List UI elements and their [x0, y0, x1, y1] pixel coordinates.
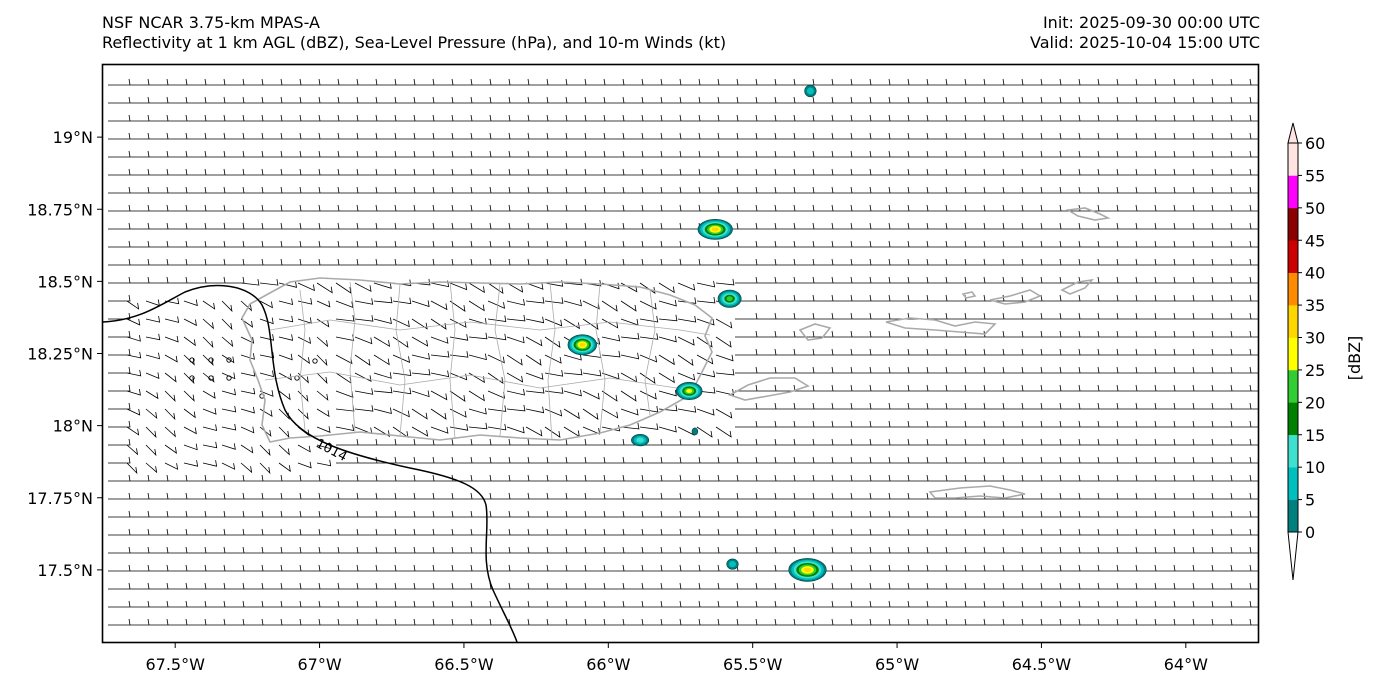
echo-contour [579, 342, 586, 347]
echo-contour [636, 437, 644, 443]
virgin-islands-outline [885, 317, 997, 335]
echo-contour [806, 87, 814, 95]
colorbar-segment [1288, 272, 1298, 306]
wind-barb-field [108, 78, 1258, 626]
colorbar-tick-label: 0 [1305, 523, 1315, 542]
coastlines [241, 207, 1111, 499]
colorbar-segment [1288, 369, 1298, 403]
lon-tick-label: 65°W [875, 655, 919, 674]
model-title: NSF NCAR 3.75-km MPAS-A [102, 13, 320, 32]
echo-contour [726, 296, 733, 302]
lat-tick-label: 18°N [53, 417, 93, 436]
colorbar-segment [1288, 175, 1298, 209]
echo-contour [686, 389, 693, 393]
colorbar-tick-label: 10 [1305, 458, 1325, 477]
lat-tick-label: 17.75°N [27, 489, 93, 508]
fields-title: Reflectivity at 1 km AGL (dBZ), Sea-Leve… [102, 33, 727, 52]
colorbar-extend-max [1287, 122, 1299, 144]
calm-wind-marker [189, 357, 195, 363]
colorbar-segment [1288, 467, 1298, 500]
wind-barbs [108, 78, 1258, 626]
colorbar-tick-label: 15 [1305, 426, 1325, 445]
echo-contour [729, 561, 736, 568]
lon-tick-label: 66.5°W [434, 655, 494, 674]
map-background [103, 65, 1258, 642]
colorbar-segment [1288, 305, 1298, 338]
lat-tick-label: 17.5°N [37, 561, 93, 580]
map-title-left: NSF NCAR 3.75-km MPAS-A Reflectivity at … [102, 13, 726, 53]
reflectivity-echoes [567, 84, 827, 582]
virgin-gorda-outline [1060, 278, 1095, 295]
lat-tick-label: 18.75°N [27, 200, 93, 219]
colorbar-tick-label: 60 [1305, 134, 1325, 153]
calm-wind-marker [208, 357, 214, 363]
tortola-outline [989, 289, 1042, 305]
colorbar-segment [1288, 499, 1298, 533]
echo-contour [711, 227, 719, 232]
calm-wind-marker [208, 375, 214, 381]
colorbar-tick-label: 5 [1305, 491, 1315, 510]
calm-wind-marker [226, 375, 232, 381]
calm-wind-marker [312, 358, 318, 364]
valid-time: Valid: 2025-10-04 15:00 UTC [1029, 33, 1260, 52]
colorbar-tick-label: 30 [1305, 329, 1325, 348]
colorbar-segment [1288, 143, 1298, 176]
lon-tick-label: 66°W [586, 655, 630, 674]
init-time: Init: 2025-09-30 00:00 UTC [1042, 13, 1260, 32]
colorbar-tick-label: 45 [1305, 231, 1325, 250]
desecheo-outline [961, 291, 977, 299]
calm-wind-marker [226, 357, 232, 363]
colorbar-tick-label: 20 [1305, 393, 1325, 412]
colorbar-segment [1288, 434, 1298, 468]
colorbar-label: [dBZ] [1345, 336, 1364, 381]
lon-tick-label: 65.5°W [723, 655, 783, 674]
calm-wind-marker [189, 375, 195, 381]
colorbar-segment [1288, 337, 1298, 371]
axis-ticks: 67.5°W 67°W 66.5°W 66°W 65.5°W 65°W 64.5°W 64°W… [27, 128, 1208, 674]
lon-tick-label: 64.5°W [1012, 655, 1072, 674]
colorbar-tick-label: 25 [1305, 361, 1325, 380]
colorbar-tick-label: 35 [1305, 296, 1325, 315]
colorbar-tick-label: 55 [1305, 166, 1325, 185]
municipal-boundaries [264, 281, 711, 441]
colorbar-segment [1288, 402, 1298, 436]
colorbar-segment [1288, 207, 1298, 241]
isobar-1014 [103, 284, 518, 642]
echo-contour [803, 567, 812, 573]
vieques-outline [728, 377, 810, 401]
map-title-right: Init: 2025-09-30 00:00 UTC Valid: 2025-1… [1030, 13, 1260, 53]
colorbar: 0 5 10 15 20 25 30 35 40 45 50 55 60 [dBZ] [1287, 122, 1364, 581]
lon-tick-label: 64°W [1164, 655, 1208, 674]
echo-contour [691, 427, 699, 436]
anegada-outline [1065, 207, 1111, 221]
lon-tick-label: 67.5°W [145, 655, 205, 674]
colorbar-extend-min [1287, 531, 1299, 581]
colorbar-tick-label: 50 [1305, 199, 1325, 218]
lon-tick-label: 67°W [297, 655, 341, 674]
lat-tick-label: 18.5°N [37, 272, 93, 291]
lat-tick-label: 18.25°N [27, 345, 93, 364]
culebra-outline [798, 323, 832, 341]
colorbar-segment [1288, 240, 1298, 273]
st-croix-outline [928, 485, 1026, 499]
colorbar-tick-label: 40 [1305, 264, 1325, 283]
lat-tick-label: 19°N [53, 128, 93, 147]
